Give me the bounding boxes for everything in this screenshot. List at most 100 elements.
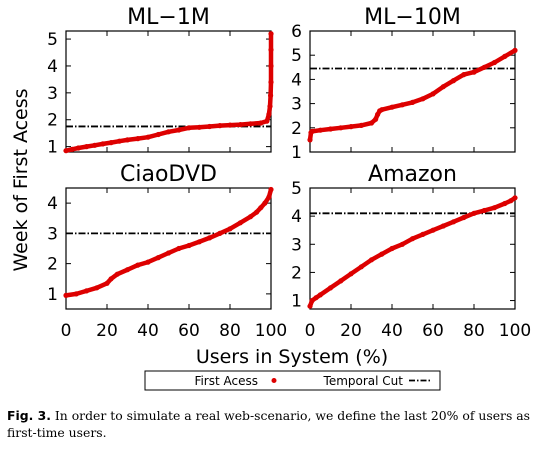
data-point-amazon bbox=[409, 236, 416, 242]
data-point-ml-10m bbox=[399, 102, 405, 108]
y-tick-label-ml-1m: 2 bbox=[47, 111, 58, 131]
data-point-amazon bbox=[420, 231, 426, 237]
x-axis-label: Users in System (%) bbox=[196, 346, 388, 368]
data-point-ml-1m bbox=[217, 123, 223, 129]
data-point-amazon bbox=[389, 245, 395, 252]
y-tick-label-ciaodvd: 3 bbox=[47, 224, 58, 244]
x-tick-label-ciaodvd: 0 bbox=[61, 321, 72, 341]
data-point-ciaodvd bbox=[114, 271, 120, 277]
data-point-ciaodvd bbox=[254, 209, 260, 215]
y-tick-label-ciaodvd: 2 bbox=[47, 255, 58, 275]
data-point-ml-1m bbox=[237, 122, 243, 128]
data-point-ciaodvd bbox=[176, 245, 182, 252]
data-point-amazon bbox=[317, 292, 323, 298]
data-point-amazon bbox=[399, 241, 405, 247]
caption-text: In order to simulate a real web-scenario… bbox=[7, 408, 531, 440]
data-point-ml-10m bbox=[471, 69, 477, 75]
data-point-ml-1m bbox=[267, 103, 273, 109]
plot-frame-ml-10m bbox=[309, 30, 516, 153]
data-point-ml-1m bbox=[268, 92, 274, 99]
y-tick-label-amazon: 5 bbox=[291, 179, 302, 199]
data-point-ml-10m bbox=[409, 99, 416, 105]
data-point-amazon bbox=[491, 205, 498, 211]
y-axis-label: Week of First Acess bbox=[10, 88, 32, 271]
data-point-ciaodvd bbox=[165, 250, 172, 256]
y-tick-label-ciaodvd: 1 bbox=[47, 285, 58, 305]
data-point-ml-10m bbox=[481, 64, 487, 70]
x-tick-label-amazon: 100 bbox=[499, 321, 531, 341]
data-point-ciaodvd bbox=[268, 186, 274, 193]
data-point-amazon bbox=[348, 271, 354, 277]
data-point-ml-10m bbox=[389, 104, 395, 110]
legend-label-first-access: First Acess bbox=[194, 374, 258, 388]
data-point-ciaodvd bbox=[155, 255, 161, 261]
data-point-ml-10m bbox=[440, 84, 446, 90]
x-tick-label-amazon: 80 bbox=[463, 321, 485, 341]
data-point-ml-10m bbox=[491, 59, 498, 66]
y-tick-label-ml-10m: 3 bbox=[291, 95, 302, 115]
y-tick-label-amazon: 4 bbox=[291, 207, 302, 227]
figure-caption: Fig. 3. In order to simulate a real web-… bbox=[7, 407, 547, 441]
data-point-amazon bbox=[461, 214, 467, 221]
data-point-ciaodvd bbox=[266, 194, 272, 200]
x-tick-label-amazon: 0 bbox=[305, 321, 316, 341]
data-point-ml-10m bbox=[309, 128, 315, 134]
data-point-ml-1m bbox=[258, 120, 264, 126]
data-point-ml-1m bbox=[206, 123, 213, 130]
x-tick-label-ciaodvd: 100 bbox=[255, 321, 287, 341]
x-tick-label-ciaodvd: 40 bbox=[137, 321, 159, 341]
data-point-ciaodvd bbox=[63, 292, 69, 298]
data-point-ml-1m bbox=[155, 131, 161, 138]
data-point-amazon bbox=[358, 264, 364, 270]
y-tick-label-ml-1m: 1 bbox=[47, 138, 58, 158]
data-point-ml-10m bbox=[512, 47, 518, 54]
x-tick-label-amazon: 20 bbox=[340, 321, 362, 341]
data-point-ml-1m bbox=[176, 127, 182, 133]
data-point-ml-10m bbox=[379, 107, 385, 113]
x-tick-label-ciaodvd: 60 bbox=[178, 321, 200, 341]
panel-title-ml-1m: ML−1M bbox=[127, 5, 210, 30]
data-point-ml-10m bbox=[338, 125, 344, 131]
data-point-ciaodvd bbox=[108, 276, 114, 282]
data-point-ciaodvd bbox=[196, 239, 202, 245]
panel-ml-1m: ML−1M 1 2 3 4 5 bbox=[47, 5, 274, 158]
data-point-ciaodvd bbox=[206, 235, 213, 241]
data-point-ciaodvd bbox=[237, 220, 243, 226]
data-point-ciaodvd bbox=[104, 280, 110, 286]
panel-title-ciaodvd: CiaoDVD bbox=[120, 162, 217, 187]
data-point-ml-1m bbox=[63, 148, 69, 154]
legend-label-temporal-cut: Temporal Cut bbox=[323, 374, 404, 388]
y-tick-label-ml-1m: 5 bbox=[47, 30, 58, 50]
data-point-ml-1m bbox=[108, 140, 114, 146]
data-point-ciaodvd bbox=[73, 291, 79, 297]
data-point-ciaodvd bbox=[135, 262, 141, 268]
data-point-ml-10m bbox=[358, 122, 364, 128]
data-point-ml-1m bbox=[268, 31, 274, 37]
data-point-ml-10m bbox=[348, 124, 354, 130]
x-tick-label-amazon: 60 bbox=[422, 321, 444, 341]
data-point-ml-1m bbox=[69, 146, 75, 152]
data-point-ml-1m bbox=[116, 138, 122, 144]
data-point-ml-1m bbox=[227, 122, 233, 128]
data-point-amazon bbox=[450, 219, 457, 225]
y-tick-label-ml-10m: 5 bbox=[291, 46, 302, 66]
data-point-amazon bbox=[379, 251, 385, 257]
data-point-ml-1m bbox=[268, 63, 274, 69]
x-tick-label-ciaodvd: 80 bbox=[219, 321, 241, 341]
data-point-ml-1m bbox=[100, 141, 106, 147]
y-tick-label-amazon: 1 bbox=[291, 292, 302, 312]
data-point-ml-1m bbox=[264, 118, 270, 124]
data-point-ml-1m bbox=[196, 124, 202, 130]
data-point-ciaodvd bbox=[124, 267, 131, 273]
legend-box bbox=[144, 370, 441, 391]
data-point-ciaodvd bbox=[186, 242, 192, 249]
data-point-amazon bbox=[481, 207, 487, 214]
data-point-ml-10m bbox=[450, 78, 457, 84]
data-point-ml-1m bbox=[268, 79, 274, 85]
y-tick-label-amazon: 2 bbox=[291, 263, 302, 283]
data-point-ciaodvd bbox=[262, 200, 268, 206]
legend: First Acess Temporal Cut bbox=[144, 370, 441, 391]
data-point-amazon bbox=[471, 210, 477, 216]
